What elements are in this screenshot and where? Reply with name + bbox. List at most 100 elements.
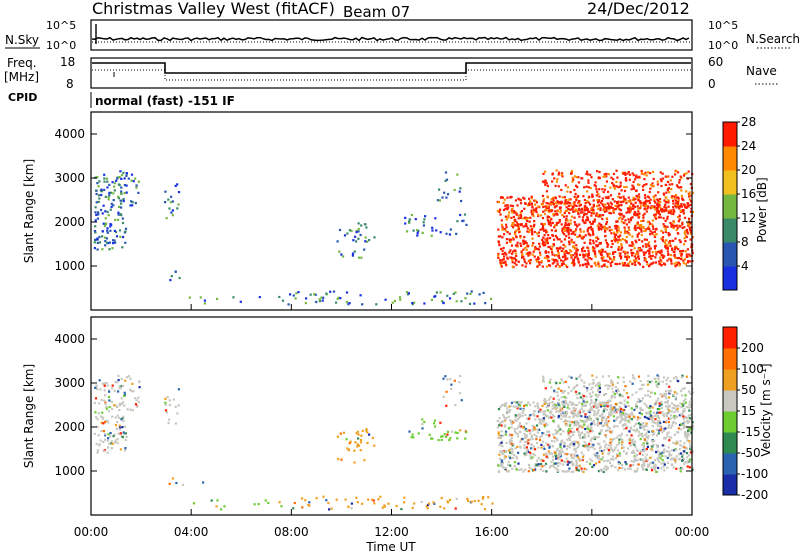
power-echo-cell bbox=[524, 216, 527, 219]
power-echo-cell bbox=[617, 226, 620, 229]
velocity-echo-cell bbox=[544, 387, 547, 390]
velocity-echo-cell bbox=[584, 415, 587, 418]
power-echo-cell bbox=[643, 256, 646, 260]
velocity-echo-cell bbox=[635, 403, 638, 406]
power-echo-cell bbox=[512, 215, 515, 218]
power-echo-cell bbox=[645, 245, 648, 248]
velocity-echo-cell bbox=[632, 460, 636, 463]
power-echo-cell bbox=[617, 200, 620, 203]
power-echo-cell bbox=[535, 210, 538, 214]
power-echo-cell bbox=[606, 252, 609, 255]
power-echo-cell bbox=[658, 198, 662, 201]
velocity-echo-cell bbox=[605, 469, 608, 472]
velocity-echo-cell bbox=[582, 404, 585, 407]
velocity-echo-cell bbox=[165, 411, 169, 414]
power-echo-cell bbox=[523, 236, 526, 239]
power-echo-cell bbox=[616, 225, 619, 228]
velocity-echo-cell bbox=[491, 502, 494, 505]
velocity-echo-cell bbox=[592, 414, 596, 417]
velocity-echo-cell bbox=[411, 506, 414, 510]
velocity-echo-cell bbox=[675, 442, 678, 445]
velocity-echo-cell bbox=[675, 467, 678, 470]
velocity-echo-cell bbox=[550, 416, 553, 419]
x-tick-label: 00:00 bbox=[74, 525, 109, 539]
velocity-echo-cell bbox=[654, 418, 657, 421]
velocity-echo-cell bbox=[686, 434, 689, 437]
velocity-echo-cell bbox=[641, 433, 644, 436]
velocity-echo-cell bbox=[563, 402, 566, 405]
power-echo-cell bbox=[338, 228, 342, 232]
velocity-echo-cell bbox=[537, 410, 540, 413]
velocity-echo-cell bbox=[639, 407, 642, 410]
power-echo-cell bbox=[560, 262, 564, 265]
velocity-echo-cell bbox=[560, 400, 564, 404]
velocity-echo-cell bbox=[668, 385, 671, 388]
velocity-echo-cell bbox=[120, 377, 123, 380]
power-echo-cell bbox=[610, 206, 613, 209]
power-echo-cell bbox=[517, 223, 520, 226]
power-echo-cell bbox=[676, 185, 679, 188]
power-echo-cell bbox=[239, 300, 242, 303]
velocity-echo-cell bbox=[523, 405, 526, 408]
power-echo-cell bbox=[554, 265, 558, 268]
velocity-echo-cell bbox=[619, 420, 622, 423]
power-echo-cell bbox=[123, 192, 126, 195]
power-echo-cell bbox=[113, 189, 116, 192]
power-echo-cell bbox=[669, 258, 673, 261]
velocity-echo-cell bbox=[639, 425, 642, 428]
velocity-echo-cell bbox=[425, 505, 428, 508]
power-echo-cell bbox=[688, 195, 691, 198]
power-echo-cell bbox=[597, 176, 600, 179]
velocity-echo-cell bbox=[684, 435, 687, 438]
power-echo-cell bbox=[568, 249, 572, 252]
power-echo-cell bbox=[525, 262, 528, 265]
velocity-echo-cell bbox=[327, 502, 330, 505]
velocity-echo-cell bbox=[541, 404, 544, 408]
velocity-echo-cell bbox=[620, 415, 623, 418]
velocity-echo-cell bbox=[674, 396, 677, 400]
power-echo-cell bbox=[357, 256, 361, 259]
power-echo-cell bbox=[649, 183, 653, 187]
velocity-echo-cell bbox=[506, 410, 509, 413]
power-echo-cell bbox=[645, 238, 648, 241]
velocity-echo-cell bbox=[664, 455, 667, 458]
velocity-echo-cell bbox=[587, 418, 590, 421]
power-echo-cell bbox=[659, 216, 662, 219]
velocity-echo-cell bbox=[561, 391, 564, 394]
velocity-echo-cell bbox=[663, 463, 666, 466]
power-echo-cell bbox=[512, 238, 515, 241]
power-echo-cell bbox=[557, 185, 560, 188]
power-echo-cell bbox=[674, 224, 677, 227]
velocity-echo-cell bbox=[568, 446, 571, 449]
velocity-echo-cell bbox=[646, 459, 649, 462]
velocity-echo-cell bbox=[553, 406, 556, 409]
power-echo-cell bbox=[603, 225, 606, 228]
velocity-echo-cell bbox=[678, 457, 681, 460]
velocity-echo-cell bbox=[651, 461, 655, 464]
velocity-echo-cell bbox=[633, 443, 636, 446]
power-echo-cell bbox=[685, 190, 688, 193]
power-echo-cell bbox=[504, 251, 507, 254]
power-echo-cell bbox=[456, 220, 459, 223]
velocity-echo-cell bbox=[612, 458, 615, 461]
power-echo-cell bbox=[546, 219, 549, 222]
power-ylabel: Slant Range [km] bbox=[22, 159, 36, 263]
power-echo-cell bbox=[556, 260, 559, 263]
velocity-echo-cell bbox=[449, 378, 452, 381]
power-echo-cell bbox=[643, 194, 647, 197]
power-echo-cell bbox=[603, 188, 607, 191]
power-echo-cell bbox=[680, 186, 683, 189]
power-echo-cell bbox=[529, 262, 532, 265]
velocity-echo-cell bbox=[531, 438, 534, 441]
velocity-echo-cell bbox=[612, 394, 615, 398]
velocity-echo-cell bbox=[122, 420, 125, 423]
velocity-echo-cell bbox=[527, 439, 530, 442]
power-echo-cell bbox=[436, 199, 440, 202]
power-echo-cell bbox=[524, 240, 527, 243]
velocity-echo-cell bbox=[673, 433, 677, 436]
power-echo-cell bbox=[566, 190, 569, 193]
power-echo-cell bbox=[622, 199, 625, 202]
power-echo-cell bbox=[684, 234, 687, 237]
power-echo-cell bbox=[564, 184, 567, 187]
power-echo-cell bbox=[637, 207, 640, 210]
